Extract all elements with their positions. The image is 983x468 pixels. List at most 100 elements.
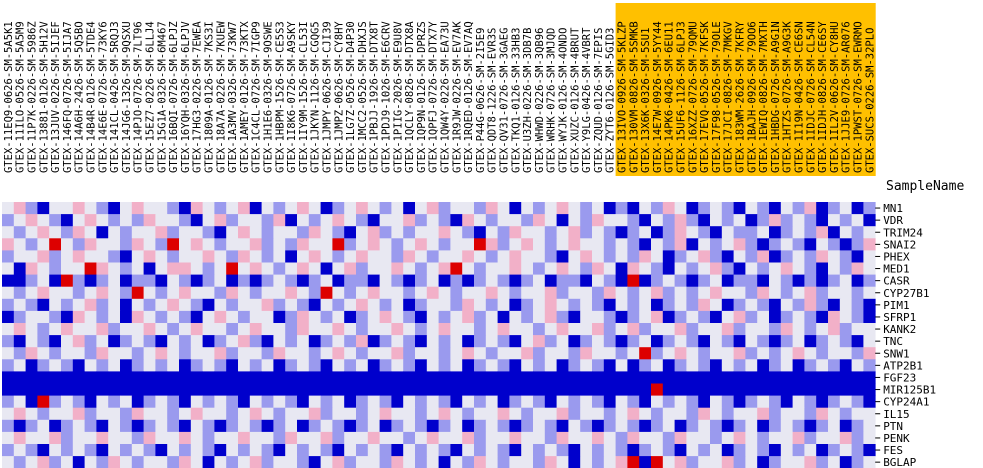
heatmap-cell bbox=[25, 407, 38, 421]
heatmap-cell bbox=[261, 456, 274, 468]
heatmap-cell bbox=[651, 274, 664, 288]
heatmap-cell bbox=[521, 238, 534, 251]
heatmap-cell bbox=[828, 214, 841, 227]
heatmap-cell bbox=[367, 335, 380, 348]
heatmap-cell bbox=[13, 226, 26, 239]
row-label: BGLAP bbox=[883, 456, 916, 468]
row-label: SNAI2 bbox=[883, 238, 916, 251]
heatmap-cell bbox=[415, 250, 428, 263]
heatmap-cell bbox=[792, 250, 805, 263]
heatmap-cell bbox=[686, 202, 699, 215]
heatmap-cell bbox=[2, 431, 15, 445]
heatmap-cell bbox=[2, 214, 15, 227]
heatmap-cell bbox=[721, 359, 734, 372]
heatmap-cell bbox=[556, 407, 569, 421]
heatmap-cell bbox=[745, 347, 758, 360]
heatmap-cell bbox=[450, 371, 463, 384]
heatmap-cell bbox=[226, 335, 239, 348]
heatmap-cell bbox=[379, 250, 392, 263]
heatmap-cell bbox=[462, 431, 475, 445]
heatmap-cell bbox=[438, 347, 451, 360]
heatmap-cell bbox=[851, 238, 864, 251]
heatmap-cell bbox=[580, 250, 593, 263]
heatmap-cell bbox=[509, 383, 522, 396]
heatmap-cell bbox=[651, 347, 664, 360]
heatmap-cell bbox=[804, 359, 817, 372]
heatmap-cell bbox=[131, 202, 144, 215]
heatmap-cell bbox=[651, 298, 664, 312]
column-highlight-group bbox=[615, 3, 876, 176]
heatmap-cell bbox=[155, 310, 168, 324]
heatmap-cell bbox=[721, 395, 734, 409]
heatmap-cell bbox=[356, 274, 369, 288]
heatmap-cell bbox=[143, 274, 156, 288]
heatmap-cell bbox=[120, 407, 133, 421]
heatmap-cell bbox=[780, 359, 793, 372]
heatmap-cell bbox=[438, 262, 451, 275]
heatmap-cell bbox=[686, 298, 699, 312]
heatmap-cell bbox=[603, 395, 616, 409]
heatmap-cell bbox=[568, 310, 581, 324]
heatmap-cell bbox=[238, 274, 251, 288]
heatmap-cell bbox=[238, 262, 251, 275]
heatmap-cell bbox=[863, 456, 876, 468]
heatmap-cell bbox=[556, 444, 569, 457]
heatmap-cell bbox=[438, 407, 451, 421]
heatmap-cell bbox=[757, 250, 770, 263]
heatmap-cell bbox=[367, 202, 380, 215]
heatmap-cell bbox=[426, 250, 439, 263]
heatmap-cell bbox=[721, 310, 734, 324]
heatmap-cell bbox=[792, 419, 805, 433]
heatmap-cell bbox=[462, 383, 475, 396]
heatmap-cell bbox=[37, 310, 50, 324]
heatmap-cell bbox=[674, 298, 687, 312]
heatmap-cell bbox=[639, 238, 652, 251]
heatmap-cell bbox=[828, 383, 841, 396]
heatmap-cell bbox=[603, 407, 616, 421]
heatmap-cell bbox=[592, 335, 605, 348]
heatmap-cell bbox=[179, 431, 192, 445]
column-label: GTEX-15G1A-0326-SM-6M467 bbox=[156, 21, 168, 173]
heatmap-cell bbox=[804, 444, 817, 457]
heatmap-cell bbox=[509, 395, 522, 409]
heatmap-cell bbox=[120, 214, 133, 227]
heatmap-cell bbox=[96, 456, 109, 468]
heatmap-cell bbox=[2, 444, 15, 457]
heatmap-cell bbox=[816, 371, 829, 384]
heatmap-cell bbox=[72, 444, 85, 457]
heatmap-cell bbox=[828, 250, 841, 263]
heatmap-cell bbox=[356, 431, 369, 445]
heatmap-cell bbox=[863, 214, 876, 227]
heatmap-cell bbox=[297, 359, 310, 372]
heatmap-cell bbox=[710, 274, 723, 288]
heatmap-cell bbox=[190, 395, 203, 409]
heatmap-cell bbox=[61, 274, 74, 288]
column-label: GTEX-WHWD-0226-SM-3QB96 bbox=[534, 28, 546, 173]
heatmap-cell bbox=[391, 456, 404, 468]
heatmap-cell bbox=[804, 214, 817, 227]
heatmap-cell bbox=[332, 395, 345, 409]
heatmap-cell bbox=[556, 238, 569, 251]
heatmap-cell bbox=[816, 262, 829, 275]
heatmap-cell bbox=[131, 431, 144, 445]
heatmap-cell bbox=[851, 444, 864, 457]
heatmap-cell bbox=[603, 347, 616, 360]
heatmap-cell bbox=[710, 359, 723, 372]
heatmap-cell bbox=[13, 359, 26, 372]
heatmap-cell bbox=[474, 456, 487, 468]
heatmap-cell bbox=[651, 310, 664, 324]
heatmap-cell bbox=[72, 371, 85, 384]
heatmap-cell bbox=[733, 431, 746, 445]
heatmap-cell bbox=[261, 359, 274, 372]
heatmap-cell bbox=[84, 202, 97, 215]
heatmap-cell bbox=[533, 238, 546, 251]
heatmap-cell bbox=[61, 323, 74, 336]
heatmap-cell bbox=[167, 347, 180, 360]
heatmap-cell bbox=[214, 395, 227, 409]
heatmap-cell bbox=[379, 286, 392, 300]
heatmap-cell bbox=[167, 395, 180, 409]
heatmap-cell bbox=[828, 419, 841, 433]
column-highlight bbox=[686, 3, 699, 176]
heatmap-cell bbox=[863, 383, 876, 396]
